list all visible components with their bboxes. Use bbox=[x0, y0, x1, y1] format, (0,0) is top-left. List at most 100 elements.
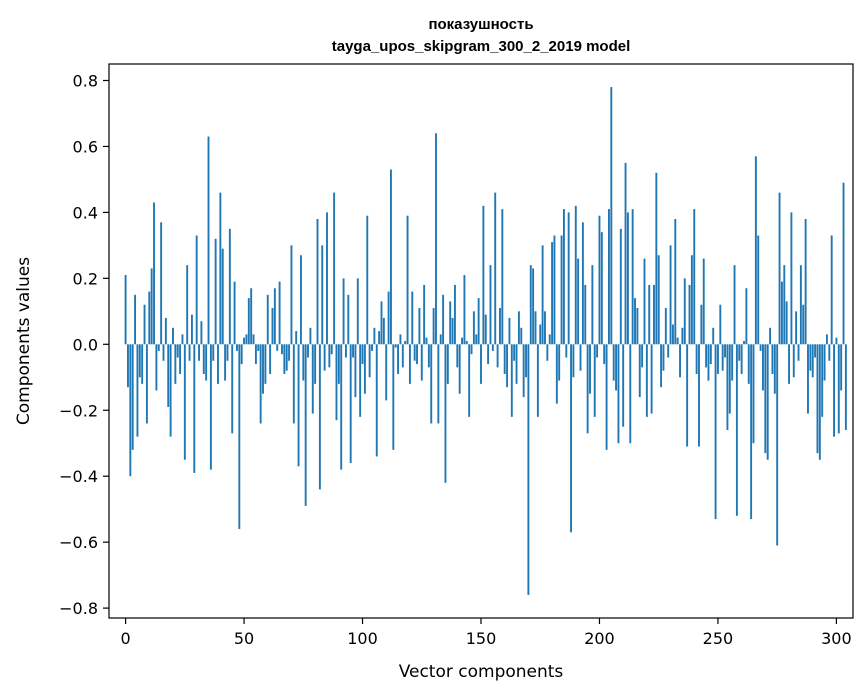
bar-182 bbox=[555, 344, 558, 404]
bar-78 bbox=[309, 327, 312, 345]
bar-204 bbox=[608, 209, 610, 345]
bar-169 bbox=[525, 344, 527, 378]
bar-23 bbox=[179, 344, 182, 374]
bar-175 bbox=[539, 324, 542, 345]
bar-141 bbox=[458, 344, 461, 394]
bar-271 bbox=[766, 344, 769, 460]
bar-115 bbox=[397, 344, 400, 374]
bar-261 bbox=[743, 341, 745, 345]
bar-128 bbox=[427, 344, 430, 368]
y-tick-label: 0.0 bbox=[73, 335, 98, 354]
bar-257 bbox=[733, 265, 736, 345]
bar-251 bbox=[719, 304, 722, 345]
bar-144 bbox=[465, 341, 468, 345]
bar-82 bbox=[318, 344, 321, 490]
bar-173 bbox=[534, 311, 537, 345]
y-tick-label: 0.8 bbox=[73, 71, 98, 90]
bar-88 bbox=[333, 192, 336, 345]
bar-43 bbox=[226, 344, 229, 361]
bar-149 bbox=[477, 298, 480, 345]
x-tick-label: 200 bbox=[584, 629, 615, 648]
bar-111 bbox=[387, 291, 390, 345]
bar-161 bbox=[506, 344, 509, 388]
bar-279 bbox=[785, 301, 788, 345]
bar-127 bbox=[425, 337, 428, 345]
bar-48 bbox=[238, 344, 241, 529]
bar-110 bbox=[385, 344, 388, 401]
bar-137 bbox=[449, 301, 452, 345]
y-tick-label: 0.2 bbox=[73, 269, 98, 288]
bar-156 bbox=[494, 192, 497, 345]
x-tick-label: 100 bbox=[347, 629, 378, 648]
bar-203 bbox=[605, 344, 608, 450]
bar-33 bbox=[202, 344, 205, 374]
bar-107 bbox=[378, 331, 381, 345]
bar-4 bbox=[134, 294, 137, 345]
bar-30 bbox=[195, 235, 198, 345]
bar-47 bbox=[236, 344, 238, 351]
bar-247 bbox=[709, 344, 712, 365]
bar-147 bbox=[472, 311, 475, 345]
bar-284 bbox=[797, 344, 800, 361]
bar-83 bbox=[321, 245, 324, 345]
bar-254 bbox=[726, 344, 729, 431]
bar-55 bbox=[254, 344, 257, 365]
bar-139 bbox=[453, 284, 456, 345]
y-tick-label: −0.2 bbox=[59, 401, 98, 420]
bar-28 bbox=[190, 314, 193, 345]
bar-154 bbox=[489, 265, 492, 345]
bar-92 bbox=[342, 278, 345, 345]
bar-179 bbox=[548, 334, 551, 345]
bar-287 bbox=[804, 218, 807, 345]
bar-159 bbox=[501, 209, 504, 345]
bar-243 bbox=[700, 304, 703, 345]
bar-291 bbox=[814, 344, 817, 358]
bar-136 bbox=[446, 344, 449, 384]
bar-59 bbox=[264, 344, 267, 384]
bar-281 bbox=[790, 212, 793, 345]
bar-303 bbox=[842, 182, 845, 345]
bar-140 bbox=[456, 344, 459, 368]
y-tick-label: 0.4 bbox=[73, 203, 98, 222]
bar-19 bbox=[169, 344, 172, 437]
bar-75 bbox=[302, 344, 305, 381]
bar-15 bbox=[160, 222, 163, 345]
bar-242 bbox=[698, 344, 700, 447]
chart-subtitle: tayga_upos_skipgram_300_2_2019 model bbox=[332, 38, 631, 55]
bar-14 bbox=[157, 344, 160, 351]
x-tick-label: 50 bbox=[234, 629, 254, 648]
bar-106 bbox=[375, 344, 378, 457]
bar-26 bbox=[186, 265, 189, 345]
bar-71 bbox=[292, 344, 295, 424]
bar-160 bbox=[503, 344, 506, 374]
bar-29 bbox=[193, 344, 196, 473]
bar-165 bbox=[515, 344, 518, 384]
bar-18 bbox=[167, 344, 170, 407]
bar-245 bbox=[705, 344, 708, 368]
y-axis: −0.8 −0.6 −0.4 −0.2 0.0 0.2 0.4 0.6 0.8 bbox=[59, 71, 109, 618]
bar-195 bbox=[586, 344, 589, 434]
bar-79 bbox=[311, 344, 314, 414]
bar-268 bbox=[759, 344, 762, 351]
bar-238 bbox=[688, 284, 691, 345]
bar-76 bbox=[304, 344, 307, 506]
bar-64 bbox=[276, 344, 279, 351]
bar-81 bbox=[316, 218, 319, 345]
bar-134 bbox=[442, 294, 445, 345]
bar-65 bbox=[278, 281, 281, 345]
bar-289 bbox=[809, 344, 812, 371]
bar-60 bbox=[266, 294, 269, 345]
x-tick-label: 0 bbox=[120, 629, 130, 648]
bar-221 bbox=[648, 284, 651, 345]
bar-66 bbox=[281, 344, 283, 355]
bar-57 bbox=[259, 344, 262, 424]
bar-262 bbox=[745, 288, 748, 345]
bar-260 bbox=[740, 344, 743, 374]
bar-73 bbox=[297, 344, 300, 467]
bar-95 bbox=[349, 344, 352, 464]
bar-90 bbox=[337, 344, 340, 384]
bar-41 bbox=[221, 248, 224, 345]
bar-32 bbox=[200, 321, 203, 345]
bar-122 bbox=[413, 344, 416, 361]
bar-218 bbox=[641, 344, 644, 368]
